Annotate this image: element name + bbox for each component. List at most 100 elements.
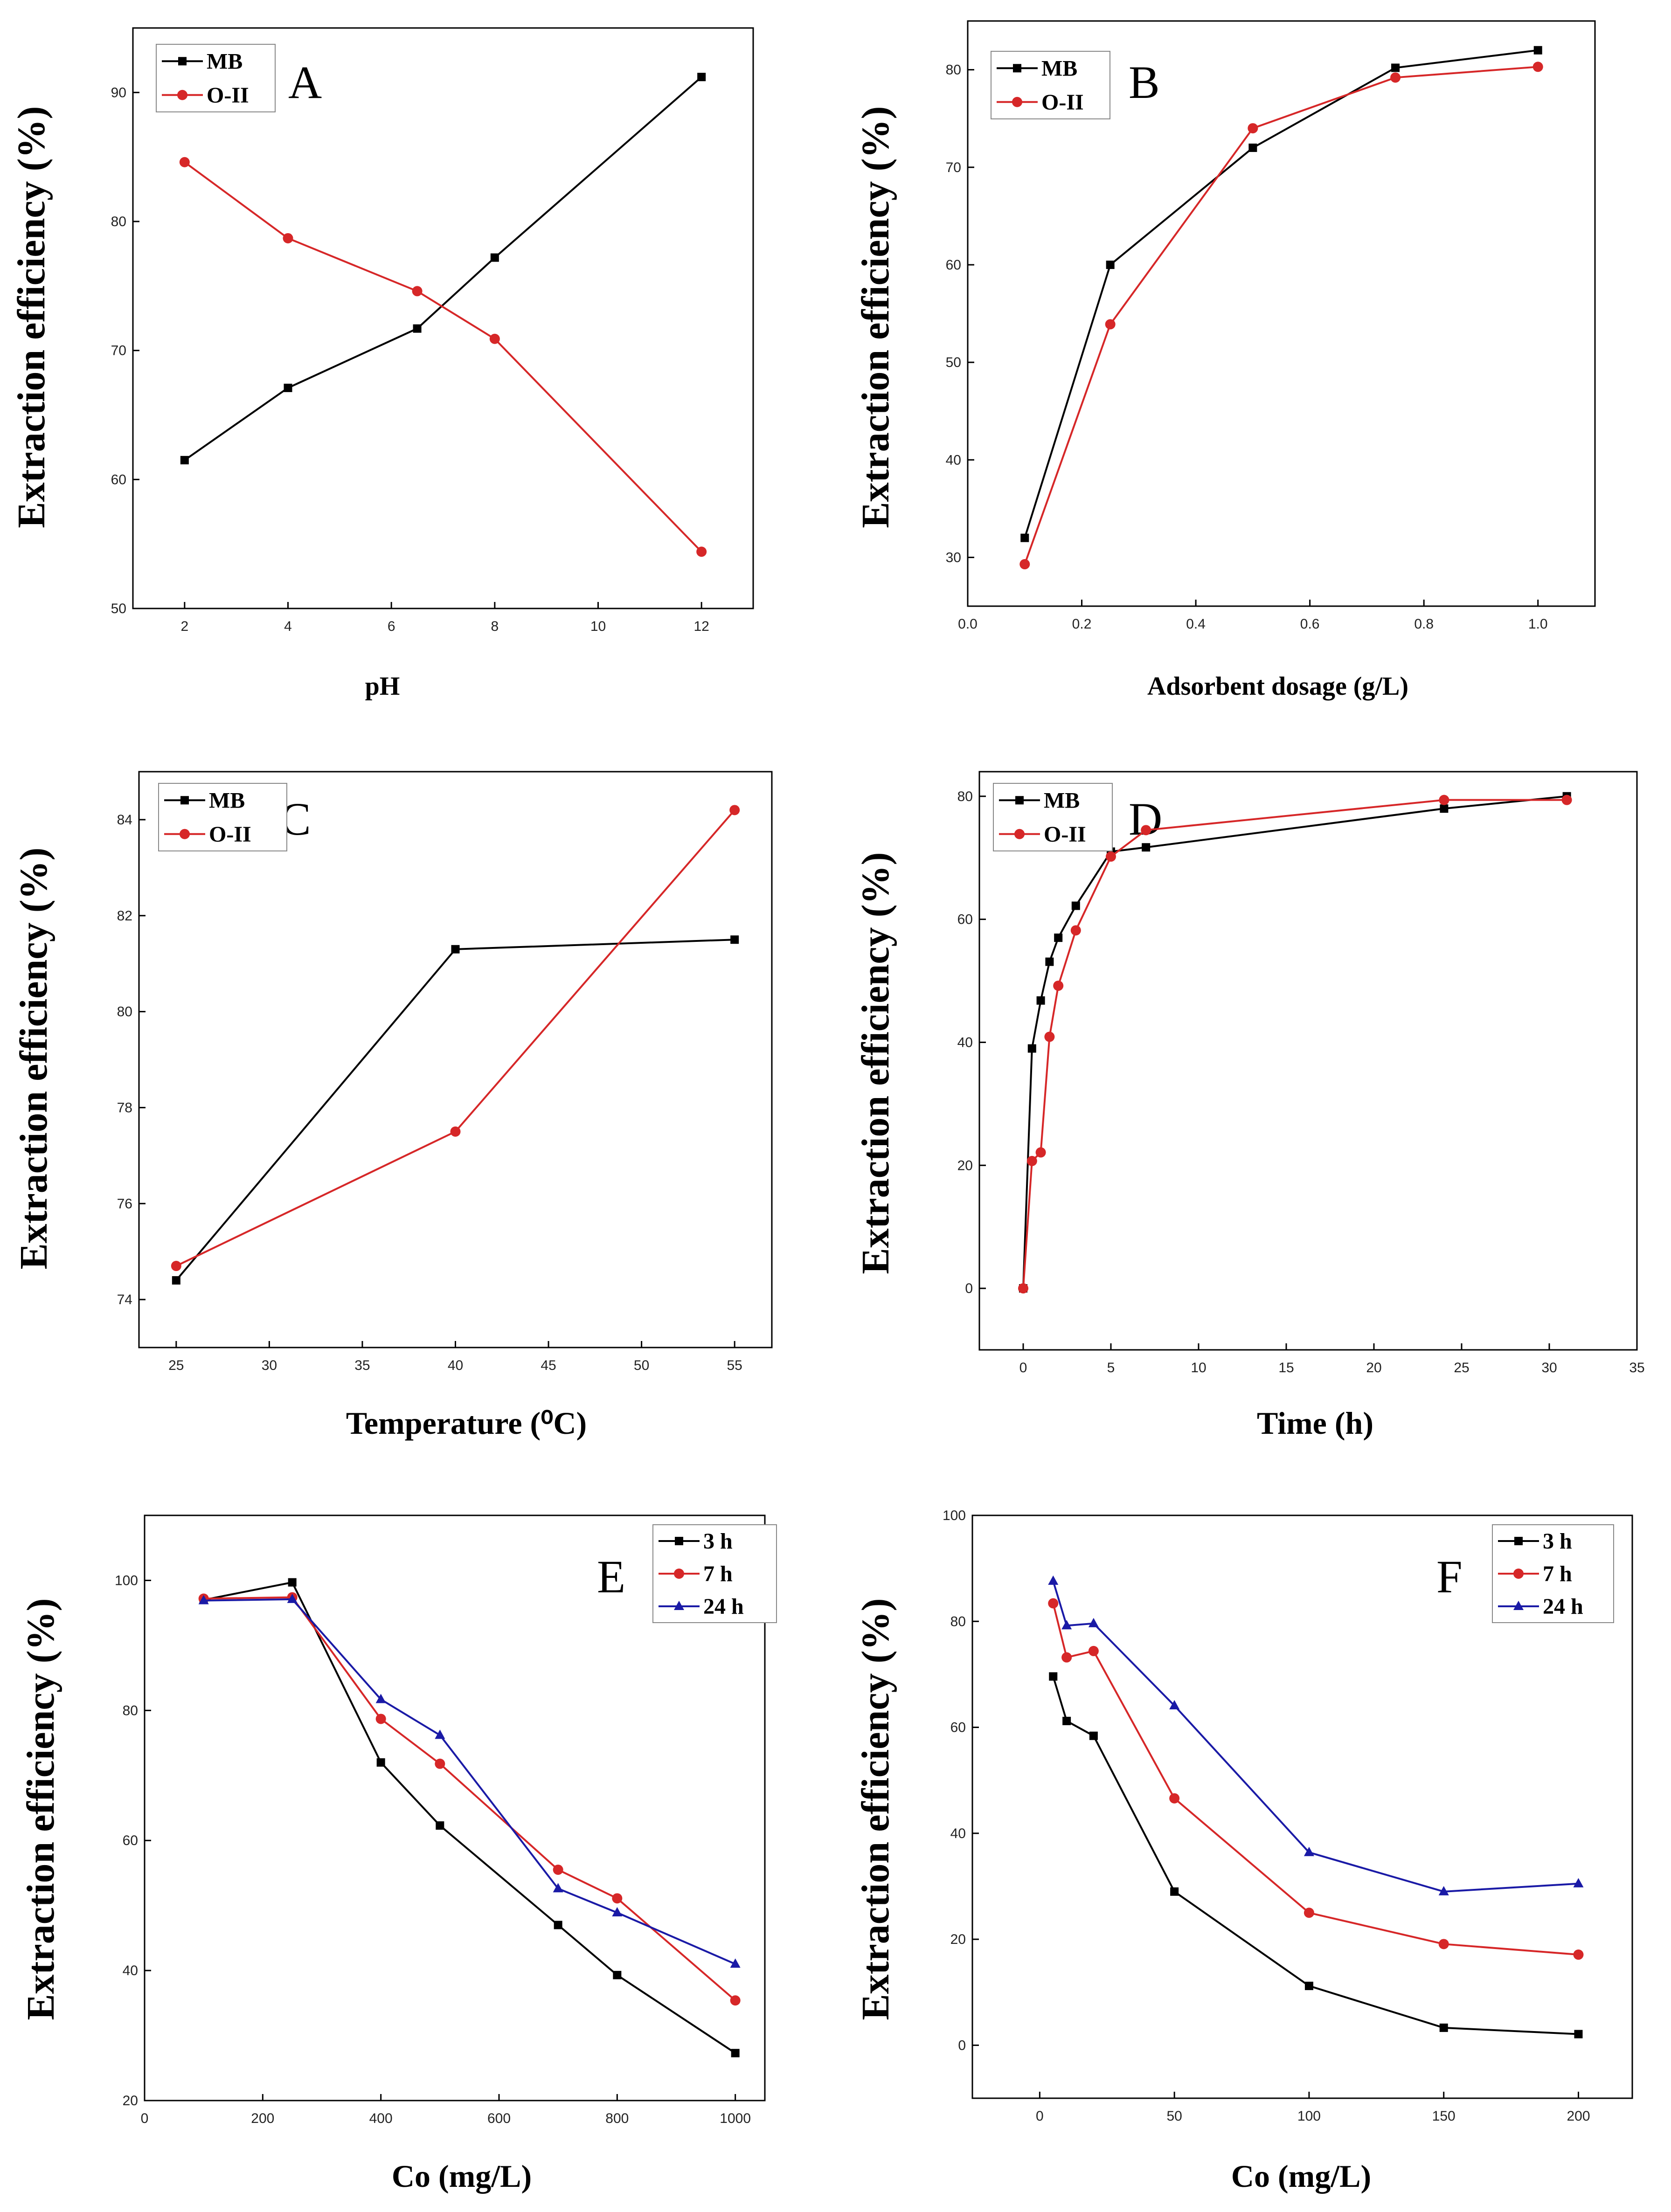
- series-3-h: [199, 1578, 740, 2058]
- series-line: [1024, 49, 1538, 539]
- y-tick-label: 80: [123, 1703, 138, 1718]
- legend-label: O-II: [1044, 822, 1086, 847]
- legend-box: [156, 44, 276, 112]
- data-point: [1532, 62, 1543, 72]
- y-tick-label: 90: [111, 85, 126, 100]
- x-tick-label: 200: [251, 2111, 274, 2126]
- data-point: [376, 1758, 385, 1767]
- series-mb: [180, 73, 706, 464]
- data-point: [1141, 825, 1151, 836]
- data-point: [1045, 957, 1054, 966]
- series-o-ii: [171, 805, 740, 1272]
- y-tick-label: 60: [957, 912, 973, 927]
- data-point: [179, 157, 190, 167]
- data-point: [489, 333, 500, 344]
- y-tick-label: 40: [957, 1035, 973, 1050]
- x-axis-label: Co (mg/L): [392, 2158, 532, 2194]
- data-point: [1044, 1031, 1055, 1042]
- plot-frame: [138, 771, 773, 1348]
- y-tick-label: 60: [950, 1720, 966, 1735]
- y-tick-label: 84: [117, 812, 132, 828]
- data-point: [1049, 1672, 1058, 1681]
- data-point: [1020, 533, 1029, 542]
- plot-frame: [971, 1514, 1633, 2099]
- plot-frame: [132, 27, 754, 609]
- legend: MB O-II: [156, 44, 276, 112]
- y-axis-label: Extraction efficiency (%): [854, 852, 897, 1274]
- legend-label: MB: [207, 49, 243, 74]
- legend-label: MB: [1044, 788, 1080, 813]
- data-point: [288, 1578, 297, 1587]
- series-line: [1022, 799, 1567, 1289]
- legend-marker: [1015, 796, 1024, 805]
- y-tick-label: 20: [950, 1932, 966, 1947]
- x-tick-label: 25: [1454, 1360, 1469, 1376]
- data-point: [1054, 933, 1063, 942]
- y-tick-label: 74: [117, 1292, 132, 1307]
- data-point: [1088, 1618, 1099, 1627]
- panel-letter: E: [597, 1551, 625, 1603]
- data-point: [287, 1593, 298, 1603]
- x-tick-label: 0: [1019, 1360, 1027, 1376]
- y-tick-label: 80: [117, 1004, 132, 1020]
- series-7-h: [1048, 1598, 1584, 1960]
- y-tick-label: 20: [123, 2093, 138, 2108]
- data-point: [1027, 1044, 1036, 1053]
- data-point: [435, 1729, 445, 1739]
- series-line: [184, 161, 702, 553]
- data-point: [1036, 996, 1045, 1005]
- y-tick-label: 82: [117, 908, 132, 924]
- data-point: [612, 1893, 623, 1904]
- x-axis-label: Time (h): [1257, 1405, 1373, 1441]
- x-tick-label: 40: [448, 1358, 463, 1373]
- data-point: [375, 1714, 386, 1724]
- y-tick-label: 80: [957, 789, 973, 804]
- series-3-h: [1049, 1672, 1583, 2039]
- y-tick-label: 70: [111, 343, 126, 359]
- legend-marker: [180, 829, 190, 839]
- y-tick-label: 40: [946, 452, 961, 468]
- x-tick-label: 35: [1629, 1360, 1644, 1376]
- legend-label: 24 h: [1543, 1594, 1583, 1619]
- legend: MB O-II: [993, 783, 1113, 851]
- data-point: [1438, 1886, 1449, 1895]
- data-point: [1248, 123, 1258, 134]
- data-point: [375, 1694, 386, 1703]
- data-point: [435, 1758, 445, 1769]
- chart-panel-c: 25 30 35 40 45 50 55 74 76 78 80 82 84 Temperature (⁰…: [12, 771, 773, 1441]
- x-axis-label: pH: [365, 672, 400, 701]
- data-point: [612, 1907, 623, 1917]
- legend: MB O-II: [991, 51, 1110, 119]
- legend-marker: [675, 1537, 683, 1545]
- y-tick-label: 80: [111, 214, 126, 229]
- series-line: [175, 939, 735, 1281]
- legend-marker: [1012, 97, 1022, 107]
- data-point: [730, 1958, 741, 1968]
- x-tick-label: 8: [491, 619, 499, 634]
- legend-label: 3 h: [703, 1529, 733, 1554]
- y-tick-label: 70: [946, 160, 961, 175]
- panel-letter: F: [1436, 1551, 1463, 1603]
- data-point: [730, 1995, 741, 2006]
- x-tick-label: 0.8: [1414, 616, 1434, 632]
- legend-marker: [674, 1569, 684, 1579]
- data-point: [1105, 319, 1116, 330]
- x-tick-label: 800: [605, 2111, 629, 2126]
- x-tick-label: 12: [693, 619, 709, 634]
- legend-label: MB: [209, 788, 245, 813]
- data-point: [553, 1883, 563, 1893]
- y-tick-label: 100: [115, 1573, 138, 1588]
- data-point: [697, 73, 706, 82]
- x-tick-label: 55: [727, 1358, 742, 1373]
- legend-marker: [1013, 64, 1021, 73]
- series-mb: [172, 935, 739, 1285]
- legend-marker: [177, 90, 187, 100]
- data-point: [1533, 46, 1542, 55]
- data-point: [1304, 1982, 1313, 1991]
- y-tick-label: 60: [111, 472, 126, 487]
- legend-label: O-II: [1041, 90, 1084, 115]
- data-point: [696, 546, 707, 557]
- x-tick-label: 50: [1166, 2108, 1182, 2124]
- data-point: [1061, 1620, 1072, 1630]
- legend-marker: [674, 1601, 684, 1610]
